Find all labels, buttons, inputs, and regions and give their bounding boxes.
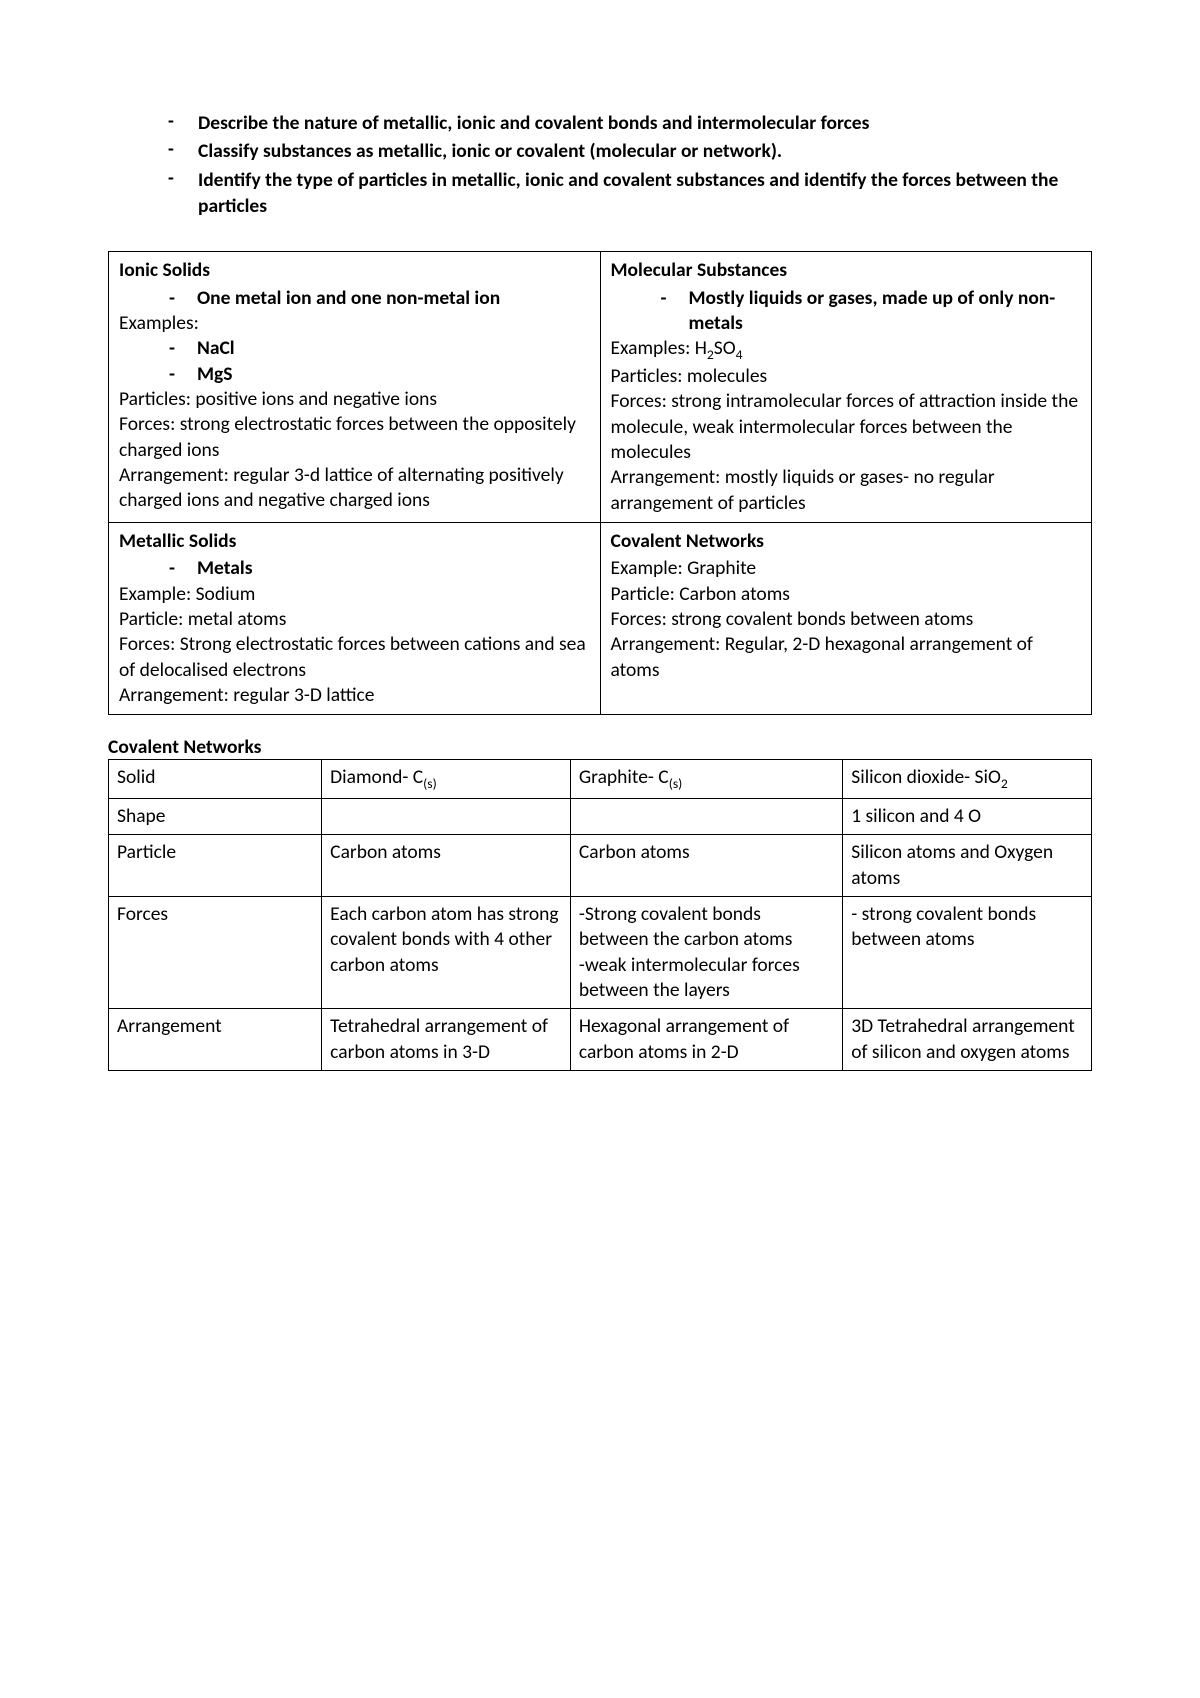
cell-title: Molecular Substances — [611, 258, 1082, 283]
covalent-networks-heading: Covalent Networks — [108, 735, 1092, 759]
objective-item: - Classify substances as metallic, ionic… — [168, 138, 1092, 164]
col-diamond: Diamond- C(s) — [322, 760, 571, 799]
dash-icon: - — [168, 167, 198, 190]
cell-sio2: Silicon atoms and Oxygen atoms — [843, 835, 1092, 897]
cell-graphite: Carbon atoms — [570, 835, 842, 897]
row-label: Particle — [109, 835, 322, 897]
dash-icon: - — [661, 286, 689, 337]
forces-line: Forces: Strong electrostatic forces betw… — [119, 632, 590, 683]
cell-sio2: 1 silicon and 4 O — [843, 799, 1092, 835]
examples-label: Examples: — [119, 311, 590, 336]
cell-title: Metallic Solids — [119, 529, 590, 554]
objective-text: Classify substances as metallic, ionic o… — [198, 138, 782, 164]
objective-item: - Identify the type of particles in meta… — [168, 167, 1092, 220]
cell-diamond: Tetrahedral arrangement of carbon atoms … — [322, 1009, 571, 1071]
objective-text: Identify the type of particles in metall… — [198, 167, 1092, 220]
arrangement-line: Arrangement: regular 3-D lattice — [119, 683, 590, 708]
substances-grid-table: Ionic Solids - One metal ion and one non… — [108, 251, 1092, 715]
example-text: NaCl — [197, 336, 235, 361]
learning-objectives-list: - Describe the nature of metallic, ionic… — [108, 110, 1092, 219]
sub-bullet: - One metal ion and one non-metal ion — [119, 286, 590, 311]
col-graphite: Graphite- C(s) — [570, 760, 842, 799]
table-row: Arrangement Tetrahedral arrangement of c… — [109, 1009, 1092, 1071]
dash-icon: - — [169, 336, 197, 361]
cell-sio2: - strong covalent bonds between atoms — [843, 897, 1092, 1009]
covalent-networks-table: Solid Diamond- C(s) Graphite- C(s) Silic… — [108, 759, 1092, 1071]
cell-diamond — [322, 799, 571, 835]
dash-icon: - — [168, 110, 198, 133]
particle-line: Particle: Carbon atoms — [611, 582, 1082, 607]
sub-bullet: - Metals — [119, 556, 590, 581]
arrangement-line: Arrangement: Regular, 2-D hexagonal arra… — [611, 632, 1082, 683]
particle-line: Particle: metal atoms — [119, 607, 590, 632]
example-line: Example: Graphite — [611, 556, 1082, 581]
dash-icon: - — [169, 286, 197, 311]
cell-graphite: -Strong covalent bonds between the carbo… — [570, 897, 842, 1009]
ionic-solids-cell: Ionic Solids - One metal ion and one non… — [109, 252, 601, 523]
arrangement-line: Arrangement: regular 3-d lattice of alte… — [119, 463, 590, 514]
row-label: Forces — [109, 897, 322, 1009]
cell-diamond: Carbon atoms — [322, 835, 571, 897]
molecular-substances-cell: Molecular Substances - Mostly liquids or… — [600, 252, 1092, 523]
sub-bullet-text: One metal ion and one non-metal ion — [197, 286, 500, 311]
table-row: Particle Carbon atoms Carbon atoms Silic… — [109, 835, 1092, 897]
example-item: - NaCl — [119, 336, 590, 361]
col-solid: Solid — [109, 760, 322, 799]
col-sio2: Silicon dioxide- SiO2 — [843, 760, 1092, 799]
examples-line: Examples: H2SO4 — [611, 336, 1082, 364]
row-label: Arrangement — [109, 1009, 322, 1071]
example-item: - MgS — [119, 362, 590, 387]
particles-line: Particles: molecules — [611, 364, 1082, 389]
cell-sio2: 3D Tetrahedral arrangement of silicon an… — [843, 1009, 1092, 1071]
particles-line: Particles: positive ions and negative io… — [119, 387, 590, 412]
dash-icon: - — [168, 138, 198, 161]
table-row: Shape 1 silicon and 4 O — [109, 799, 1092, 835]
table-header-row: Solid Diamond- C(s) Graphite- C(s) Silic… — [109, 760, 1092, 799]
objective-text: Describe the nature of metallic, ionic a… — [198, 110, 869, 136]
metallic-solids-cell: Metallic Solids - Metals Example: Sodium… — [109, 522, 601, 714]
objective-item: - Describe the nature of metallic, ionic… — [168, 110, 1092, 136]
row-label: Shape — [109, 799, 322, 835]
sub-bullet-text: Metals — [197, 556, 253, 581]
forces-line: Forces: strong covalent bonds between at… — [611, 607, 1082, 632]
forces-line: Forces: strong electrostatic forces betw… — [119, 412, 590, 463]
sub-bullet: - Mostly liquids or gases, made up of on… — [611, 286, 1082, 337]
covalent-networks-cell: Covalent Networks Example: Graphite Part… — [600, 522, 1092, 714]
arrangement-line: Arrangement: mostly liquids or gases- no… — [611, 465, 1082, 516]
cell-title: Covalent Networks — [611, 529, 1082, 554]
dash-icon: - — [169, 362, 197, 387]
example-line: Example: Sodium — [119, 582, 590, 607]
example-text: MgS — [197, 362, 233, 387]
cell-graphite: Hexagonal arrangement of carbon atoms in… — [570, 1009, 842, 1071]
forces-line: Forces: strong intramolecular forces of … — [611, 389, 1082, 465]
table-row: Forces Each carbon atom has strong coval… — [109, 897, 1092, 1009]
cell-graphite — [570, 799, 842, 835]
cell-diamond: Each carbon atom has strong covalent bon… — [322, 897, 571, 1009]
dash-icon: - — [169, 556, 197, 581]
sub-bullet-text: Mostly liquids or gases, made up of only… — [689, 286, 1082, 337]
cell-title: Ionic Solids — [119, 258, 590, 283]
